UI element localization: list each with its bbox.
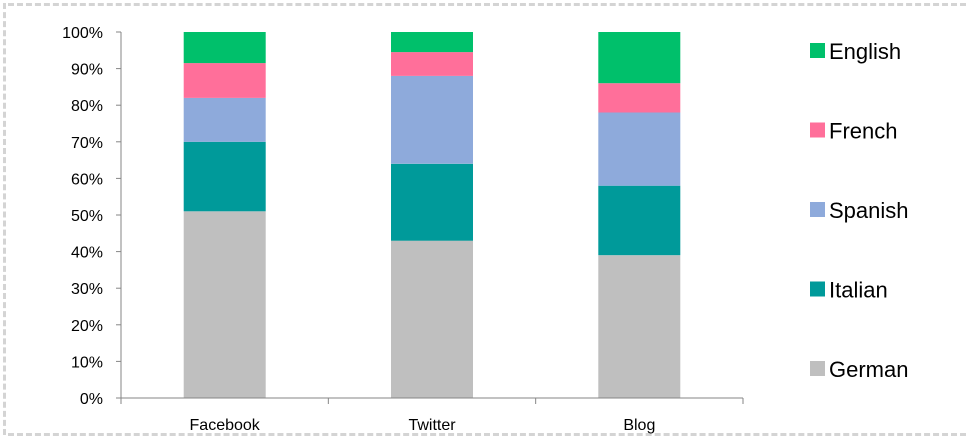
x-tick-label: Facebook [190,417,261,434]
legend-swatch-italian [810,281,825,297]
bar-blog-spanish [598,112,681,186]
y-tick-label: 10% [71,354,103,371]
legend-swatch-german [810,361,825,376]
x-tick-label: Twitter [408,417,456,434]
legend-swatch-spanish [810,202,825,217]
bar-blog-italian [598,185,681,256]
frame-left-border [3,3,6,435]
y-tick-label: 50% [71,208,103,225]
bar-blog-english [598,32,681,84]
axes-layer: 0% 10% 20% 30% 40% 50% 60% 70% 80% 90% 100% Faceboo… [62,25,744,434]
y-tick-label: 70% [71,135,103,152]
bar-twitter-english [391,32,473,53]
x-tick-label: Blog [623,417,655,434]
legend-swatch-english [810,43,825,58]
legend: English French Spanish Italian German [810,39,909,382]
frame-top-border [8,3,966,6]
legend-label-french: French [829,119,897,144]
legend-label-german: German [829,357,908,382]
y-tick-label: 30% [71,281,103,298]
legend-swatch-french [810,122,825,138]
bar-twitter-italian [391,163,473,241]
bar-twitter-spanish [391,75,473,164]
y-tick-label: 90% [71,62,103,79]
legend-label-english: English [829,39,901,64]
bars-layer [183,32,681,398]
frame-bottom-border [8,433,966,436]
bar-facebook-french [183,63,266,98]
y-tick-label: 40% [71,245,103,262]
bar-twitter-french [391,52,473,76]
y-tick-label: 100% [62,25,103,42]
bar-blog-german [598,255,681,398]
legend-label-italian: Italian [829,278,888,303]
bar-facebook-german [183,211,266,398]
bar-facebook-spanish [183,97,266,142]
y-tick-label: 0% [80,391,103,408]
bar-twitter-german [391,240,473,398]
legend-label-spanish: Spanish [829,198,909,223]
bar-blog-french [598,83,681,113]
y-tick-label: 60% [71,171,103,188]
bar-facebook-english [183,32,266,64]
y-tick-label: 80% [71,98,103,115]
y-tick-label: 20% [71,318,103,335]
bar-facebook-italian [183,141,266,212]
